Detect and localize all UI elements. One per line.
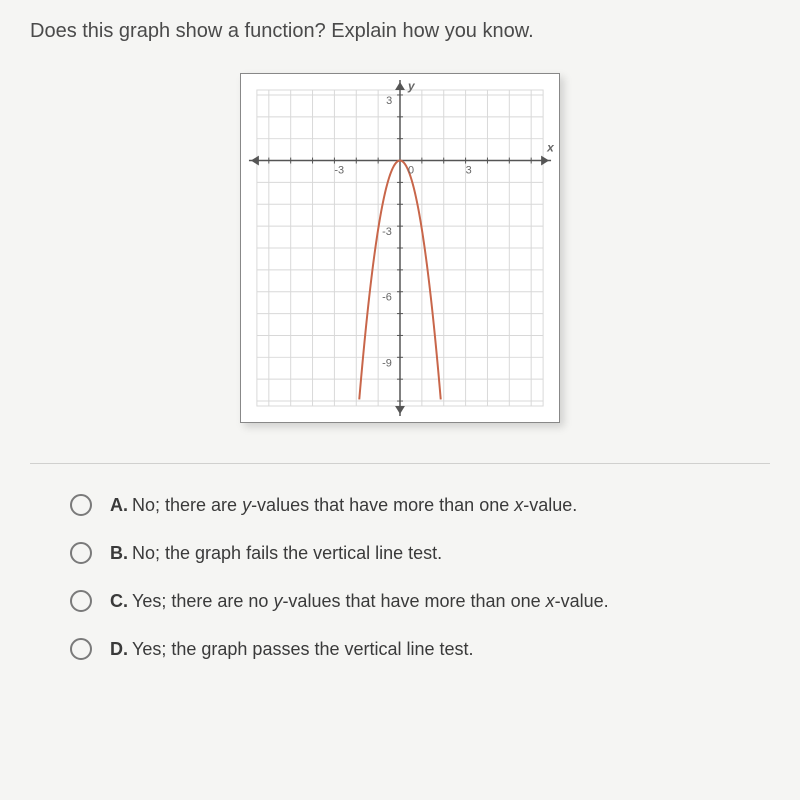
graph-box: -3 0 3 3 -3 -6 -9 y x [240,73,560,423]
option-letter: C. [110,591,128,611]
option-row[interactable]: D.Yes; the graph passes the vertical lin… [70,638,770,660]
radio-button[interactable] [70,542,92,564]
option-letter: D. [110,639,128,659]
option-row[interactable]: C.Yes; there are no y-values that have m… [70,590,770,612]
svg-text:-3: -3 [382,226,392,238]
radio-button[interactable] [70,494,92,516]
question-text: Does this graph show a function? Explain… [30,20,770,43]
options-list: A.No; there are y-values that have more … [30,494,770,660]
italic-var: y [273,591,282,611]
italic-var: x [546,591,555,611]
option-row[interactable]: B.No; the graph fails the vertical line … [70,542,770,564]
option-row[interactable]: A.No; there are y-values that have more … [70,494,770,516]
option-label: C.Yes; there are no y-values that have m… [110,591,609,612]
option-label: B.No; the graph fails the vertical line … [110,543,442,564]
radio-button[interactable] [70,638,92,660]
graph-wrapper: -3 0 3 3 -3 -6 -9 y x [30,73,770,423]
graph-svg: -3 0 3 3 -3 -6 -9 y x [241,74,559,422]
svg-text:x: x [546,141,555,155]
svg-text:0: 0 [408,164,414,176]
divider [30,463,770,464]
option-letter: B. [110,543,128,563]
option-letter: A. [110,495,128,515]
radio-button[interactable] [70,590,92,612]
option-label: A.No; there are y-values that have more … [110,495,577,516]
question-container: Does this graph show a function? Explain… [0,0,800,800]
svg-text:-6: -6 [382,292,392,304]
svg-text:3: 3 [466,164,472,176]
svg-text:3: 3 [386,95,392,107]
italic-var: x [514,495,523,515]
option-label: D.Yes; the graph passes the vertical lin… [110,639,474,660]
svg-text:y: y [407,79,416,93]
svg-text:-9: -9 [382,357,392,369]
svg-text:-3: -3 [334,164,344,176]
italic-var: y [242,495,251,515]
